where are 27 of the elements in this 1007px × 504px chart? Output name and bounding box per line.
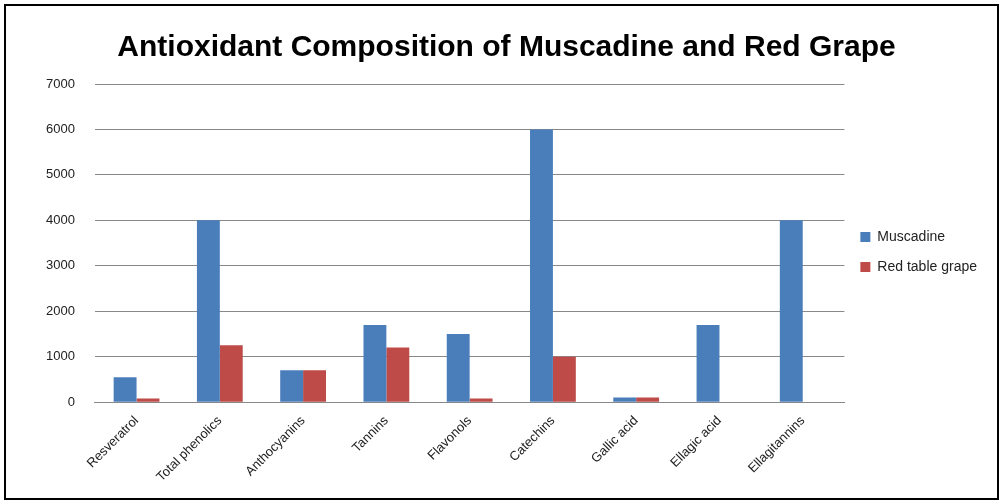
- bar: [280, 370, 304, 402]
- y-tick-label: 2000: [46, 302, 75, 318]
- bar: [446, 333, 470, 402]
- y-tick-label: 1000: [46, 348, 75, 364]
- bar: [196, 220, 220, 402]
- bar: [363, 324, 387, 402]
- bar: [136, 398, 160, 402]
- legend-label: Red table grape: [877, 257, 978, 274]
- bar: [530, 129, 553, 402]
- y-tick-label: 0: [67, 393, 75, 409]
- y-tick-label: 3000: [46, 257, 75, 273]
- bar: [613, 397, 637, 402]
- bar: [636, 397, 660, 402]
- bar: [469, 398, 493, 402]
- bar: [696, 324, 720, 402]
- bar: [386, 347, 410, 402]
- y-tick-label: 7000: [46, 75, 75, 91]
- bar: [779, 220, 803, 402]
- bar: [219, 345, 243, 402]
- chart-title: Antioxidant Composition of Muscadine and Red Grape: [117, 29, 896, 63]
- bar: [552, 356, 576, 402]
- bar: [113, 377, 137, 402]
- legend-label: Muscadine: [877, 227, 946, 244]
- y-tick-label: 5000: [46, 166, 75, 182]
- bar: [303, 370, 326, 402]
- y-tick-label: 6000: [46, 121, 75, 137]
- y-tick-label: 4000: [46, 211, 75, 227]
